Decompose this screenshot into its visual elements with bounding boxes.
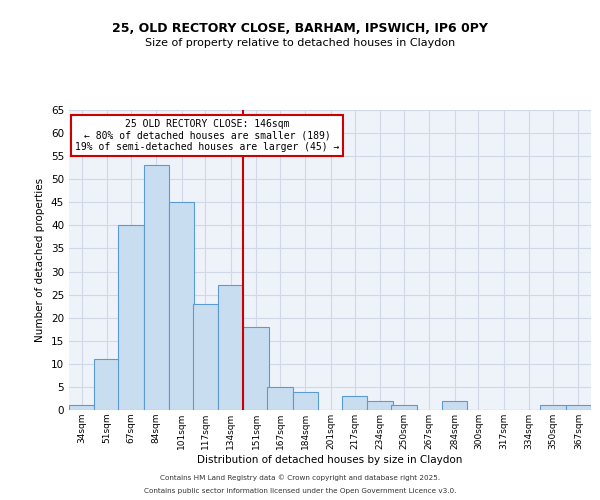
Bar <box>118 226 143 410</box>
Bar <box>540 406 566 410</box>
Bar <box>293 392 318 410</box>
Bar <box>391 406 416 410</box>
Text: Contains public sector information licensed under the Open Government Licence v3: Contains public sector information licen… <box>144 488 456 494</box>
Bar <box>94 359 120 410</box>
Bar <box>342 396 367 410</box>
X-axis label: Distribution of detached houses by size in Claydon: Distribution of detached houses by size … <box>197 454 463 464</box>
Bar <box>244 327 269 410</box>
Text: Contains HM Land Registry data © Crown copyright and database right 2025.: Contains HM Land Registry data © Crown c… <box>160 474 440 481</box>
Bar <box>566 406 591 410</box>
Bar <box>268 387 293 410</box>
Bar <box>169 202 194 410</box>
Bar <box>442 401 467 410</box>
Bar <box>69 406 94 410</box>
Y-axis label: Number of detached properties: Number of detached properties <box>35 178 46 342</box>
Bar <box>193 304 218 410</box>
Text: 25, OLD RECTORY CLOSE, BARHAM, IPSWICH, IP6 0PY: 25, OLD RECTORY CLOSE, BARHAM, IPSWICH, … <box>112 22 488 36</box>
Bar <box>143 166 169 410</box>
Text: 25 OLD RECTORY CLOSE: 146sqm
← 80% of detached houses are smaller (189)
19% of s: 25 OLD RECTORY CLOSE: 146sqm ← 80% of de… <box>75 119 340 152</box>
Text: Size of property relative to detached houses in Claydon: Size of property relative to detached ho… <box>145 38 455 48</box>
Bar <box>218 286 244 410</box>
Bar <box>367 401 392 410</box>
